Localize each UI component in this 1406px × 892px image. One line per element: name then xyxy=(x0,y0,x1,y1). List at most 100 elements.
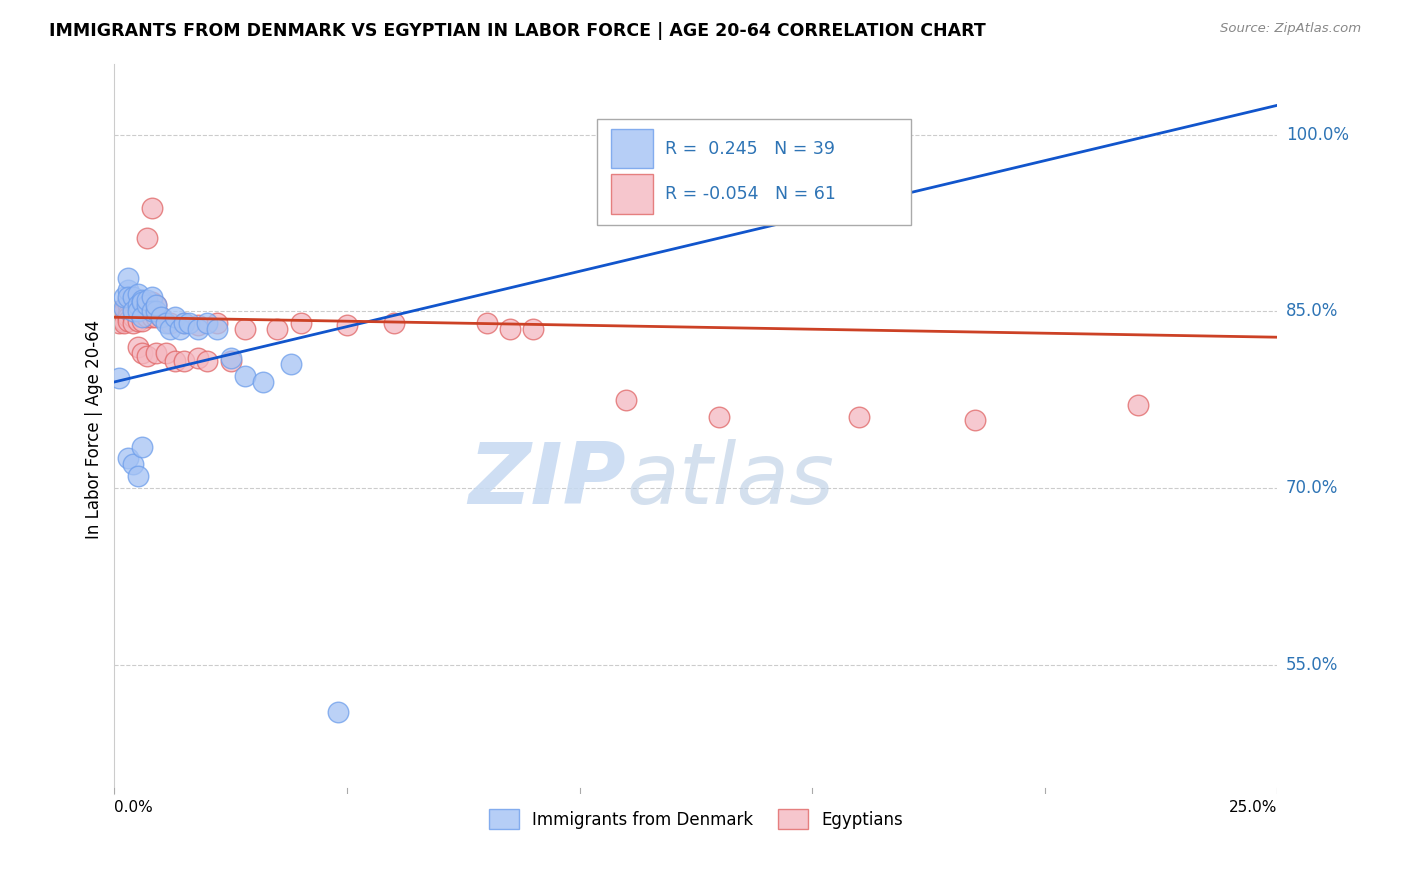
Point xyxy=(117,307,139,321)
Point xyxy=(122,294,145,309)
Point xyxy=(187,351,209,366)
Point xyxy=(149,310,172,325)
Point xyxy=(112,310,135,325)
Point xyxy=(233,322,256,336)
Point xyxy=(145,304,167,318)
Point xyxy=(187,318,209,333)
Point xyxy=(155,345,177,359)
Point xyxy=(522,322,544,336)
Text: atlas: atlas xyxy=(626,439,834,522)
Point xyxy=(136,231,159,245)
Point xyxy=(187,322,209,336)
Point xyxy=(117,451,139,466)
Point xyxy=(173,316,195,330)
Point xyxy=(197,353,219,368)
Point xyxy=(122,310,145,325)
Point xyxy=(131,310,153,325)
Point xyxy=(141,304,163,318)
FancyBboxPatch shape xyxy=(598,119,911,225)
Point xyxy=(131,294,153,309)
Point xyxy=(127,298,149,312)
Text: ZIP: ZIP xyxy=(468,439,626,522)
Point xyxy=(280,357,302,371)
Text: 25.0%: 25.0% xyxy=(1229,800,1278,815)
Point xyxy=(112,307,135,321)
Point xyxy=(205,322,228,336)
Point xyxy=(122,290,145,304)
Point xyxy=(159,322,181,336)
Point xyxy=(131,307,153,321)
Text: R =  0.245   N = 39: R = 0.245 N = 39 xyxy=(665,140,835,158)
Point xyxy=(131,345,153,359)
Point xyxy=(136,293,159,307)
Point xyxy=(141,201,163,215)
Point xyxy=(108,310,131,325)
Text: IMMIGRANTS FROM DENMARK VS EGYPTIAN IN LABOR FORCE | AGE 20-64 CORRELATION CHART: IMMIGRANTS FROM DENMARK VS EGYPTIAN IN L… xyxy=(49,22,986,40)
Point xyxy=(117,298,139,312)
Point xyxy=(112,290,135,304)
Point xyxy=(108,371,131,385)
Point xyxy=(173,353,195,368)
FancyBboxPatch shape xyxy=(612,174,652,214)
Text: 85.0%: 85.0% xyxy=(1286,302,1339,320)
Point xyxy=(112,304,135,318)
Point xyxy=(169,322,191,336)
Point xyxy=(177,316,200,330)
Point xyxy=(145,345,167,359)
Point xyxy=(122,458,145,472)
Point xyxy=(131,440,153,454)
Point xyxy=(145,298,167,312)
Point xyxy=(205,316,228,330)
Point xyxy=(136,298,159,312)
Point xyxy=(127,469,149,483)
Point xyxy=(127,304,149,318)
Point xyxy=(127,340,149,354)
Point xyxy=(252,375,274,389)
Point xyxy=(290,316,312,330)
Point xyxy=(122,316,145,330)
Point xyxy=(614,392,637,407)
Point xyxy=(136,310,159,325)
Point xyxy=(122,304,145,318)
Point xyxy=(131,293,153,307)
Point xyxy=(848,410,870,425)
Point xyxy=(145,298,167,312)
Text: 70.0%: 70.0% xyxy=(1286,479,1339,497)
Point xyxy=(159,316,181,330)
Point xyxy=(131,294,153,309)
Point xyxy=(173,316,195,330)
FancyBboxPatch shape xyxy=(612,129,652,169)
Point xyxy=(108,316,131,330)
Text: 100.0%: 100.0% xyxy=(1286,126,1348,144)
Point xyxy=(219,351,242,366)
Point xyxy=(965,412,987,426)
Point xyxy=(136,294,159,309)
Point xyxy=(197,316,219,330)
Point xyxy=(127,286,149,301)
Point xyxy=(117,293,139,307)
Point xyxy=(117,283,139,297)
Point xyxy=(336,318,359,333)
Point xyxy=(163,310,186,325)
Point xyxy=(122,301,145,316)
Point xyxy=(112,316,135,330)
Point xyxy=(117,271,139,285)
Point xyxy=(1126,399,1149,413)
Point xyxy=(131,314,153,328)
Y-axis label: In Labor Force | Age 20-64: In Labor Force | Age 20-64 xyxy=(86,319,103,539)
Point xyxy=(136,349,159,363)
Point xyxy=(127,301,149,316)
Point xyxy=(108,304,131,318)
Point xyxy=(141,310,163,325)
Point xyxy=(149,310,172,325)
Point xyxy=(117,314,139,328)
Text: R = -0.054   N = 61: R = -0.054 N = 61 xyxy=(665,185,835,203)
Point xyxy=(219,353,242,368)
Point xyxy=(163,353,186,368)
Point xyxy=(141,290,163,304)
Point xyxy=(155,316,177,330)
Legend: Immigrants from Denmark, Egyptians: Immigrants from Denmark, Egyptians xyxy=(482,803,910,835)
Point xyxy=(499,322,522,336)
Point xyxy=(117,310,139,325)
Text: 55.0%: 55.0% xyxy=(1286,656,1339,673)
